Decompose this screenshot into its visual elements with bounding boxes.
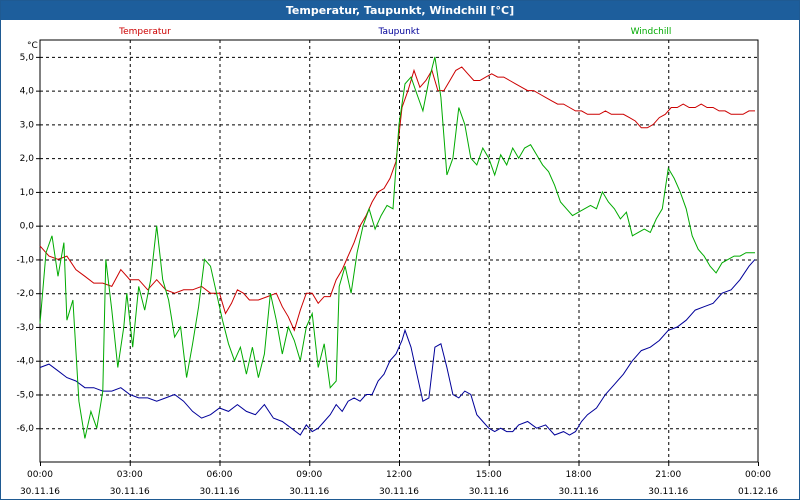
x-tick-time: 21:00 [655,470,681,480]
x-tick-time: 00:00 [27,470,53,480]
y-tick-label: 5,0 [20,53,35,63]
y-tick-label: 3,0 [20,120,35,130]
x-tick-time: 15:00 [476,470,502,480]
series-line-windchill [39,56,755,439]
x-tick-date: 30.11.16 [379,487,419,497]
series-layer [39,56,756,439]
grid-layer [39,39,759,463]
x-tick-time: 18:00 [566,470,592,480]
x-tick-time: 12:00 [386,470,412,480]
y-tick-label: -4,0 [16,357,34,367]
legend-windchill: Windchill [631,27,672,37]
line-chart: 5,0 4,0 3,0 2,0 1,0 0,0 -1,0 -2,0 -3,0 -4,0 -5,0 -6… [16,27,778,497]
x-tick-time: 09:00 [296,470,322,480]
y-tick-label: 0,0 [20,222,35,232]
x-tick-date: 30.11.16 [20,487,60,497]
x-tick-date: 01.12.16 [738,487,778,497]
legend-taupunkt: Taupunkt [377,27,420,37]
x-tick-date: 30.11.16 [289,487,329,497]
x-tick-time: 06:00 [207,470,233,480]
y-tick-label: 1,0 [20,188,35,198]
series-line-taupunkt [39,259,756,436]
legend-temperatur: Temperatur [118,27,171,37]
y-axis-label: °C [27,41,38,51]
x-tick-date: 30.11.16 [558,487,598,497]
x-tick-date: 30.11.16 [469,487,509,497]
legend-layer: Temperatur Taupunkt Windchill [118,27,671,37]
y-tick-label: 2,0 [20,154,35,164]
x-tick-date: 30.11.16 [648,487,688,497]
y-tick-label: -3,0 [16,323,34,333]
x-tick-time: 00:00 [745,470,771,480]
x-tick-date: 30.11.16 [110,487,150,497]
y-tick-label: 4,0 [20,87,35,97]
y-tick-label: -5,0 [16,390,34,400]
y-tick-label: -2,0 [16,289,34,299]
x-tick-date: 30.11.16 [199,487,239,497]
axis-layer: 5,0 4,0 3,0 2,0 1,0 0,0 -1,0 -2,0 -3,0 -4,0 -5,0 -6… [16,41,778,497]
y-tick-label: -1,0 [16,255,34,265]
x-tick-time: 03:00 [117,470,143,480]
window-title: Temperatur, Taupunkt, Windchill [°C] [1,1,799,20]
y-tick-label: -6,0 [16,424,34,434]
